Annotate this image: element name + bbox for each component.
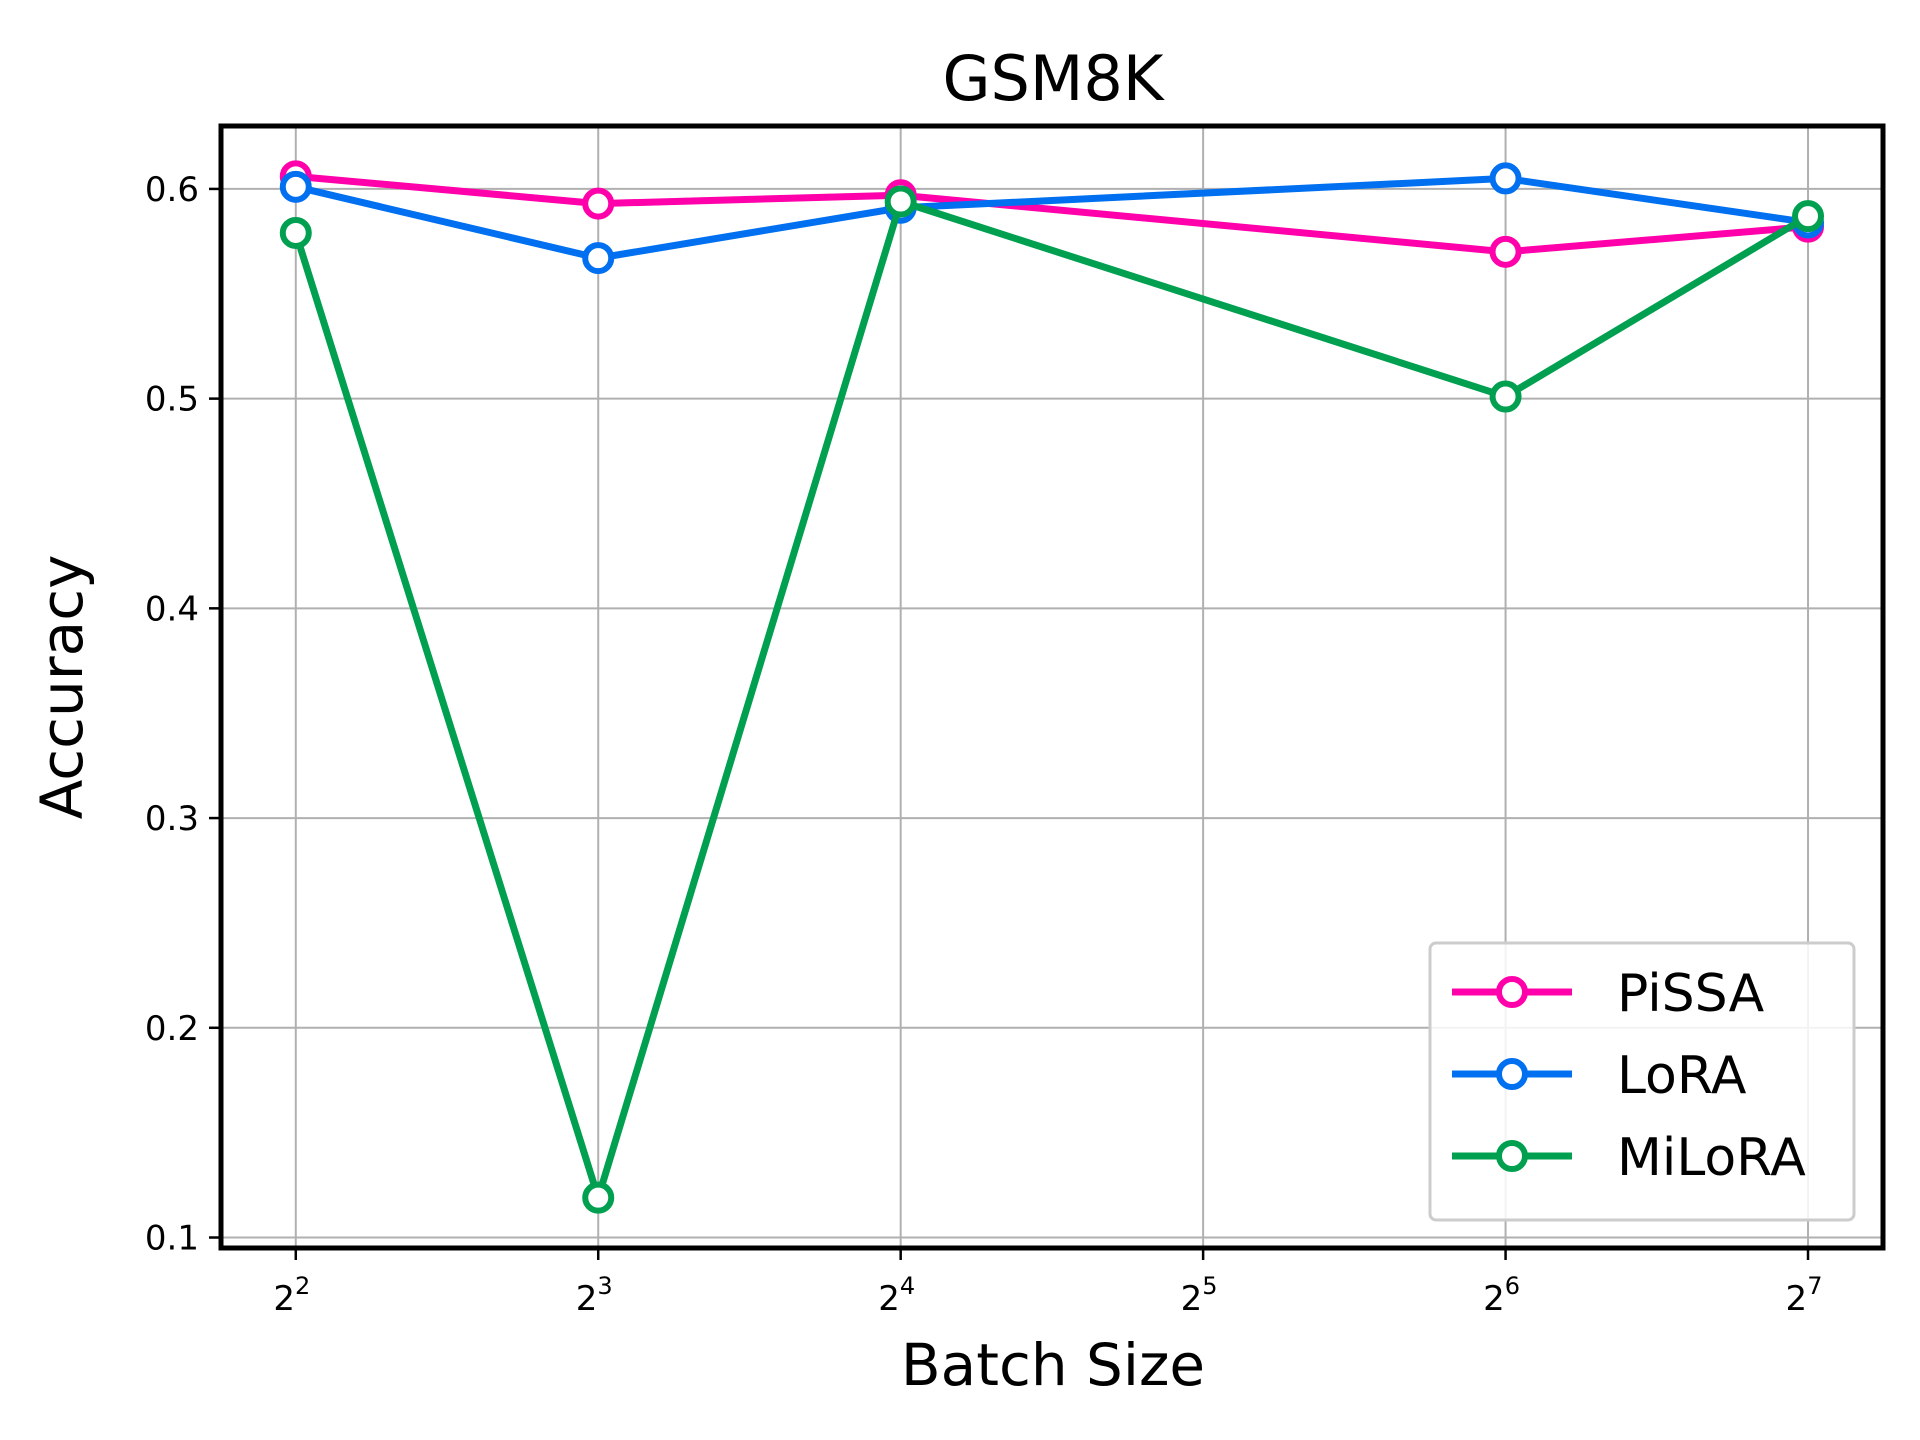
y-tick-label: 0.1 — [145, 1219, 199, 1259]
x-tick-base: 2 — [576, 1279, 598, 1319]
x-axis-label: Batch Size — [901, 1331, 1205, 1399]
y-tick-label: 0.2 — [145, 1009, 199, 1049]
x-tick-base: 2 — [1483, 1279, 1505, 1319]
legend-marker-pissa — [1496, 976, 1528, 1008]
legend-box — [1428, 941, 1856, 1222]
x-tick-exponent: 6 — [1505, 1272, 1520, 1300]
data-point-milora — [279, 216, 312, 249]
y-tick-label: 0.6 — [145, 170, 199, 210]
series-milora — [279, 185, 1825, 1214]
series-layer — [279, 160, 1825, 1214]
data-point-milora — [1792, 200, 1825, 233]
data-point-milora — [582, 1181, 615, 1214]
y-tick-label: 0.5 — [145, 380, 199, 420]
x-tick-base: 2 — [273, 1279, 295, 1319]
y-axis-label: Accuracy — [28, 555, 96, 820]
data-point-pissa — [582, 187, 615, 220]
legend: PiSSA LoRA MiLoRA — [1428, 941, 1856, 1222]
legend-label-pissa: PiSSA — [1617, 964, 1765, 1024]
x-tick-exponent: 7 — [1807, 1272, 1822, 1300]
data-point-milora — [884, 185, 917, 218]
chart-title: GSM8K — [943, 42, 1165, 115]
data-point-lora — [582, 242, 615, 275]
x-tick-label: 25 — [1181, 1272, 1218, 1319]
data-point-lora — [279, 170, 312, 203]
x-tick-exponent: 2 — [295, 1272, 310, 1300]
plot-frame — [218, 123, 1886, 1251]
x-tick-exponent: 5 — [1202, 1272, 1217, 1300]
data-point-lora — [1489, 162, 1522, 195]
x-tick-label: 22 — [273, 1272, 310, 1319]
y-tick-label: 0.3 — [145, 799, 199, 839]
x-tick-base: 2 — [1786, 1279, 1808, 1319]
x-tick-exponent: 4 — [900, 1272, 915, 1300]
data-point-milora — [1489, 380, 1522, 413]
x-axis-ticks: 22 23 24 25 26 27 — [273, 1248, 1822, 1319]
x-tick-label: 24 — [878, 1272, 915, 1319]
x-tick-label: 23 — [576, 1272, 613, 1319]
x-tick-exponent: 3 — [597, 1272, 612, 1300]
legend-marker-milora — [1496, 1140, 1528, 1172]
legend-marker-lora — [1496, 1058, 1528, 1090]
x-tick-base: 2 — [878, 1279, 900, 1319]
data-point-pissa — [1489, 235, 1522, 268]
legend-label-lora: LoRA — [1617, 1046, 1747, 1106]
x-tick-label: 26 — [1483, 1272, 1520, 1319]
x-tick-base: 2 — [1181, 1279, 1203, 1319]
y-axis-ticks: 0.1 0.2 0.3 0.4 0.5 0.6 — [145, 170, 221, 1259]
x-tick-label: 27 — [1786, 1272, 1823, 1319]
grid-lines — [221, 126, 1883, 1248]
y-tick-label: 0.4 — [145, 589, 199, 629]
legend-label-milora: MiLoRA — [1617, 1128, 1806, 1188]
